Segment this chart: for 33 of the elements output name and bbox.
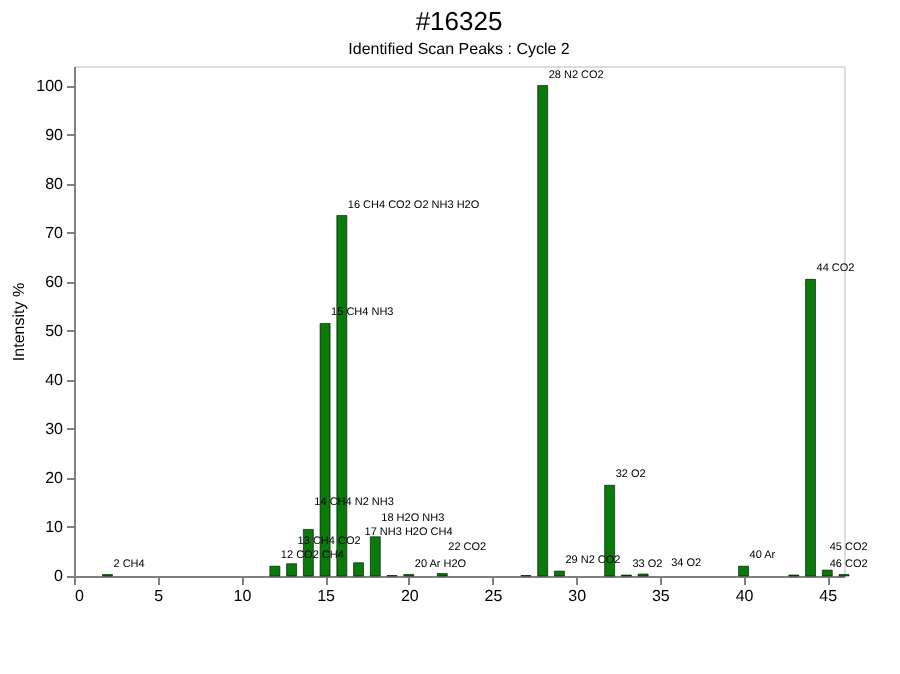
bar: [269, 565, 281, 577]
x-tick-label: 20: [400, 587, 420, 605]
bar: [821, 569, 833, 577]
x-tick-label: 15: [317, 587, 337, 605]
chart-title: #16325: [415, 6, 503, 36]
x-tick-label: 25: [484, 587, 504, 605]
x-tick-label: 10: [233, 587, 253, 605]
y-tick-label: 70: [45, 223, 65, 242]
y-tick-label: 60: [45, 272, 65, 291]
x-tick-label: 30: [568, 587, 588, 605]
bar: [554, 570, 565, 577]
y-tick-label: 100: [36, 76, 65, 95]
y-axis-title: Intensity %: [10, 282, 29, 362]
chart-subtitle: Identified Scan Peaks : Cycle 2: [348, 40, 571, 58]
bar: [537, 85, 548, 577]
bar: [286, 563, 297, 577]
bar: [353, 562, 364, 577]
y-tick-label: 20: [45, 468, 65, 487]
y-tick-label: 50: [45, 321, 65, 340]
y-tick-label: 10: [45, 517, 65, 536]
y-tick-label: 90: [45, 125, 65, 144]
bar: [370, 536, 381, 577]
x-tick-label: 5: [154, 587, 165, 605]
x-tick-label: 40: [735, 587, 755, 605]
x-tick-label: 45: [819, 587, 839, 605]
y-tick-label: 0: [54, 567, 65, 585]
bar: [738, 565, 749, 577]
y-tick-label: 40: [45, 370, 65, 389]
y-tick-label: 80: [45, 174, 65, 193]
bar: [805, 279, 816, 577]
x-tick-label: 0: [75, 587, 85, 605]
y-tick-label: 30: [45, 419, 65, 438]
x-tick-label: 35: [651, 587, 671, 605]
